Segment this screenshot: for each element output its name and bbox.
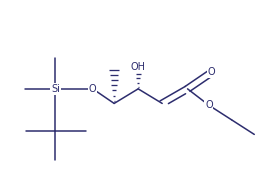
Text: OH: OH (131, 62, 146, 72)
Text: Si: Si (51, 84, 60, 94)
Text: O: O (89, 84, 96, 94)
Text: O: O (205, 100, 213, 110)
Text: O: O (208, 68, 215, 78)
